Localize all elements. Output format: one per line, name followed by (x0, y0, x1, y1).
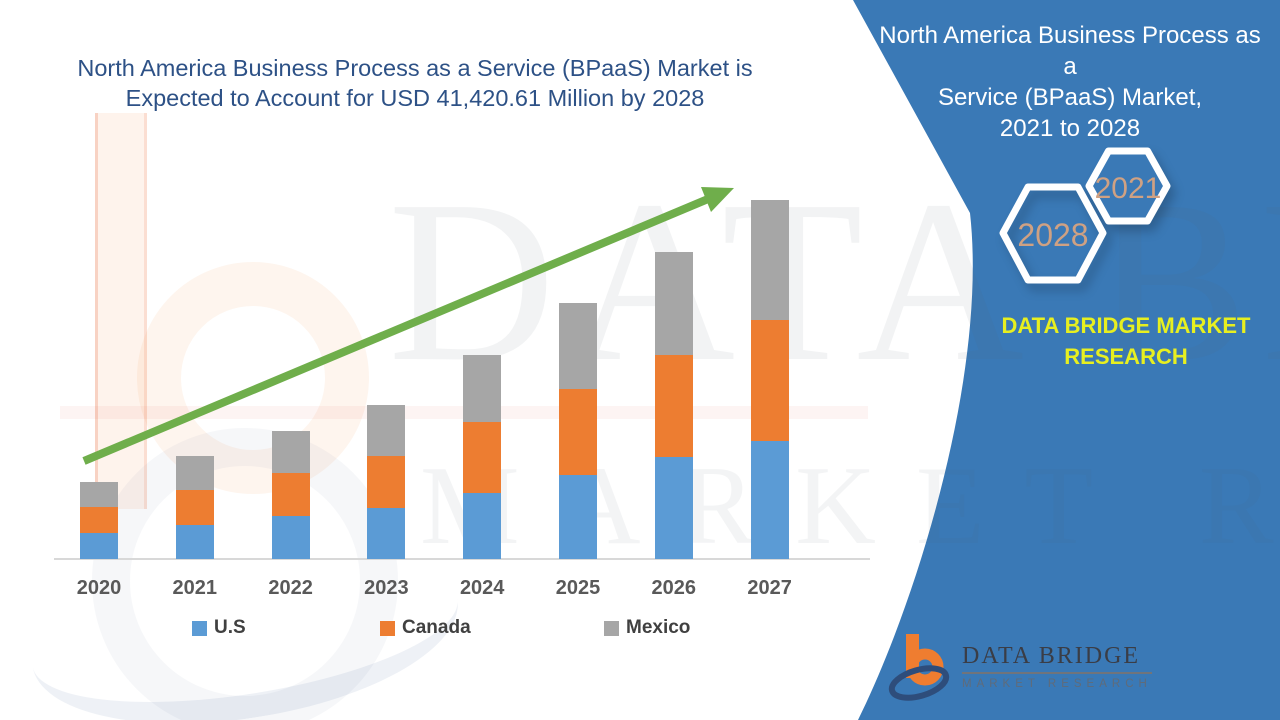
x-axis-line (54, 558, 870, 560)
bar-2023 (367, 405, 406, 559)
bar-segment-mexico-2022 (271, 431, 310, 473)
bar-segment-mexico-2026 (654, 252, 693, 355)
bar-segment-canada-2025 (559, 389, 597, 475)
legend-label-us: U.S (214, 617, 246, 638)
bar-2021 (175, 456, 214, 559)
bar-segment-canada-2022 (271, 473, 310, 516)
bar-segment-us-2027 (750, 441, 789, 559)
bar-segment-us-2022 (271, 516, 310, 559)
legend-item-canada: Canada (380, 617, 471, 639)
bar-2026 (654, 252, 693, 559)
x-axis-label-2020: 2020 (76, 577, 122, 599)
bar-segment-us-2023 (367, 508, 406, 559)
legend-label-mexico: Mexico (626, 617, 691, 638)
bar-2024 (463, 355, 502, 559)
trend-arrow-head (701, 187, 734, 212)
bar-segment-mexico-2027 (750, 200, 789, 320)
x-axis-label-2024: 2024 (459, 577, 505, 599)
x-axis-label-2027: 2027 (747, 577, 792, 599)
bar-segment-us-2025 (559, 475, 597, 559)
bar-segment-mexico-2025 (559, 303, 597, 389)
bar-segment-canada-2020 (80, 507, 118, 533)
bar-segment-us-2021 (175, 525, 214, 559)
legend-label-canada: Canada (402, 617, 471, 638)
bar-2022 (271, 431, 310, 559)
legend-swatch-canada (380, 620, 395, 636)
bar-segment-mexico-2023 (367, 405, 406, 456)
bar-segment-canada-2024 (463, 422, 502, 493)
bar-2025 (559, 303, 597, 559)
hexagon-2021 (1085, 147, 1171, 225)
bar-segment-us-2020 (80, 533, 118, 559)
bar-segment-mexico-2020 (80, 482, 118, 507)
bar-segment-us-2024 (463, 493, 502, 559)
bar-2027 (750, 200, 789, 559)
legend-item-us: U.S (192, 617, 246, 639)
bar-segment-canada-2021 (175, 490, 214, 525)
trend-arrow-line (82, 195, 710, 465)
legend-item-mexico: Mexico (604, 617, 690, 639)
x-axis-label-2023: 2023 (364, 577, 409, 599)
bar-segment-us-2026 (654, 457, 693, 559)
bar-segment-mexico-2024 (463, 355, 502, 422)
bar-segment-canada-2026 (654, 355, 693, 457)
x-axis-label-2026: 2026 (651, 577, 697, 599)
blue-panel-shape (853, 0, 1280, 720)
x-axis-label-2022: 2022 (268, 577, 313, 599)
legend-swatch-mexico (604, 620, 619, 636)
bar-2020 (80, 482, 118, 559)
bar-segment-mexico-2021 (175, 456, 214, 490)
x-axis-label-2025: 2025 (555, 577, 601, 599)
x-axis-label-2021: 2021 (172, 577, 218, 599)
bar-segment-canada-2023 (367, 456, 406, 508)
legend-swatch-us (192, 620, 207, 636)
hexagon-2028 (999, 183, 1107, 284)
bar-segment-canada-2027 (750, 320, 789, 441)
